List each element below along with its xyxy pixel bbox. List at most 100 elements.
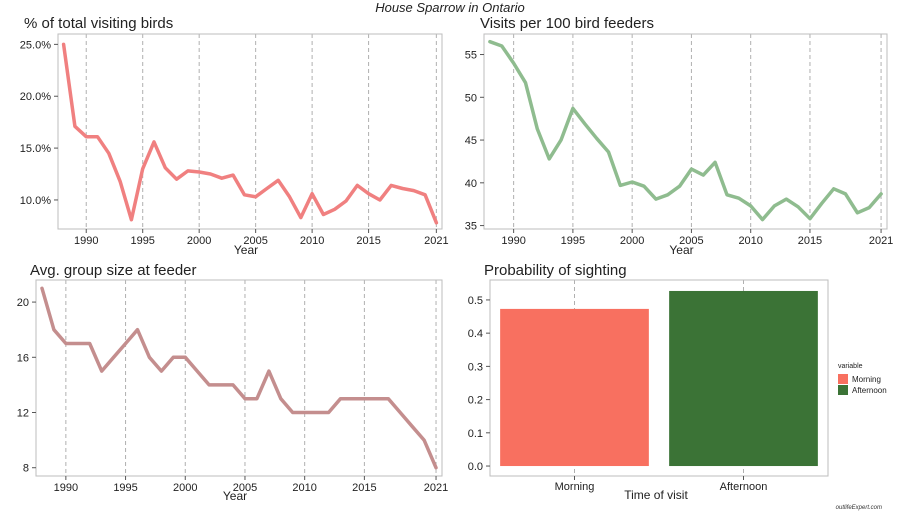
data-point [583, 122, 586, 126]
bar-afternoon [669, 290, 818, 467]
data-point [118, 180, 122, 183]
data-point [333, 208, 336, 211]
data-point [207, 383, 211, 387]
plot-frame [35, 279, 443, 477]
y-tick-label: 0.2 [468, 395, 483, 407]
x-tick-label: 2015 [352, 482, 376, 494]
x-tick-label: 2021 [424, 235, 448, 247]
data-point [422, 438, 426, 442]
data-point [299, 216, 302, 219]
data-point [725, 193, 729, 196]
y-tick-label: 20 [17, 297, 29, 309]
series-line [488, 39, 883, 222]
x-tick-label: Morning [555, 481, 595, 493]
data-point [279, 397, 282, 400]
data-point [209, 172, 212, 176]
y-tick-label: 25.0% [20, 39, 51, 51]
y-tick-label: 0.0 [468, 461, 483, 473]
y-tick-label: 0.3 [468, 361, 483, 373]
data-point [571, 107, 575, 110]
data-point [390, 184, 393, 187]
data-point [378, 198, 382, 202]
data-point [124, 342, 127, 345]
y-tick-label: 50 [465, 92, 477, 104]
legend-swatch [838, 385, 848, 395]
data-point [141, 167, 144, 170]
y-tick-label: 55 [465, 50, 477, 62]
data-point [642, 185, 646, 188]
data-point [559, 138, 563, 142]
data-point [322, 213, 325, 216]
y-tick-label: 15.0% [20, 143, 51, 155]
data-point [175, 178, 178, 181]
chart-panel-4: Probability of sighting 0.0 0.1 0.2 0.3 0.4 0.… [468, 262, 887, 502]
data-point [184, 356, 187, 359]
data-point [796, 205, 800, 208]
y-tick-label: 0.1 [468, 428, 483, 440]
data-point [172, 356, 175, 359]
data-point [773, 204, 776, 208]
legend-title: variable [838, 363, 863, 370]
data-point [488, 40, 492, 43]
data-point [512, 61, 515, 65]
series-line [61, 42, 439, 225]
x-tick-label: 1995 [113, 482, 137, 494]
data-point [344, 199, 348, 203]
data-point [291, 411, 294, 414]
data-point [100, 369, 103, 373]
x-tick-label: 2010 [300, 235, 324, 247]
x-tick-label: 2015 [356, 235, 380, 247]
data-point [879, 192, 883, 196]
data-point [548, 157, 551, 161]
y-tick-label: 10.0% [20, 195, 51, 207]
data-point [401, 187, 404, 190]
data-point [737, 197, 740, 200]
x-tick-label: 2010 [292, 482, 316, 494]
data-point [198, 170, 201, 174]
x-axis-label: Year [223, 489, 247, 503]
chart-title: Probability of sighting [484, 262, 627, 279]
data-point [96, 135, 99, 138]
data-point [76, 342, 80, 345]
data-point [267, 369, 271, 373]
data-point [713, 161, 717, 164]
x-tick-label: 1990 [74, 235, 98, 247]
data-point [832, 187, 835, 190]
legend-label: Morning [852, 375, 881, 384]
x-tick-label: 1995 [561, 235, 585, 247]
data-point [73, 125, 77, 128]
legend-swatch [838, 374, 848, 384]
data-point [654, 197, 658, 201]
x-axis-label: Time of visit [624, 488, 688, 502]
data-point [148, 356, 151, 359]
data-point [130, 218, 133, 221]
data-point [265, 187, 269, 190]
x-tick-label: 2005 [233, 482, 257, 494]
chart-title: % of total visiting birds [24, 15, 173, 32]
data-point [434, 466, 438, 469]
data-point [435, 221, 438, 224]
x-tick-label: Afternoon [720, 481, 768, 493]
data-point [40, 287, 44, 290]
chart-panel-3: Avg. group size at feeder 1990 1995 2000 200… [17, 262, 449, 503]
y-tick-label: 40 [465, 178, 477, 190]
y-tick-label: 0.5 [468, 295, 483, 307]
x-tick-label: 2010 [738, 235, 762, 247]
x-tick-label: 2021 [869, 235, 893, 247]
plot-frame [57, 33, 443, 230]
data-point [500, 44, 503, 48]
y-tick-label: 12 [17, 408, 29, 420]
data-point [844, 192, 847, 196]
data-point [339, 397, 342, 400]
x-tick-label: 1990 [54, 482, 78, 494]
x-tick-label: 2005 [679, 235, 703, 247]
data-point [196, 369, 199, 373]
data-point [277, 179, 280, 182]
data-point [310, 192, 314, 195]
credit-text: outlifeExpert.com [835, 505, 882, 511]
series-line [40, 286, 438, 470]
data-point [164, 166, 167, 169]
data-point [607, 150, 610, 154]
